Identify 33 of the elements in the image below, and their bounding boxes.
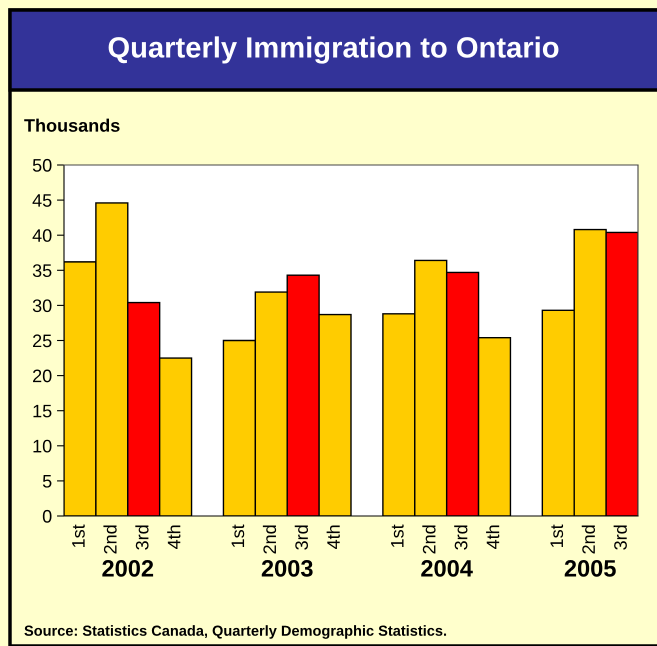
x-tick-label: 4th bbox=[167, 526, 180, 550]
y-tick-label: 40 bbox=[32, 229, 52, 242]
x-tick-label: 3rd bbox=[135, 525, 149, 550]
y-tick-label: 15 bbox=[33, 404, 52, 418]
y-axis-title: Thousands bbox=[24, 118, 120, 132]
x-tick-label: 4th bbox=[486, 526, 500, 550]
x-tick-label: 2nd bbox=[582, 525, 596, 554]
x-tick-label: 3rd bbox=[614, 525, 627, 550]
y-tick-label: 5 bbox=[42, 475, 52, 488]
text: 2004 bbox=[421, 560, 473, 577]
y-tick-label: 30 bbox=[32, 299, 52, 312]
x-tick-label: 3rd bbox=[454, 525, 468, 550]
y-tick-label: 35 bbox=[32, 264, 52, 278]
text: 2005 bbox=[564, 560, 616, 577]
x-tick-label: 4th bbox=[326, 526, 340, 550]
x-tick-label: 2nd bbox=[262, 525, 276, 554]
y-tick-label: 45 bbox=[32, 194, 52, 207]
y-tick-label: 10 bbox=[33, 440, 52, 453]
chart-title: Quarterly Immigration to Ontario bbox=[108, 36, 558, 64]
x-tick-label: 2nd bbox=[422, 525, 436, 554]
y-tick-label: 20 bbox=[33, 370, 52, 382]
source-note: Source: Statistics Canada, Quarterly Demographic Statistics. bbox=[24, 625, 446, 639]
y-tick-label: 25 bbox=[33, 334, 52, 348]
text: 2002 bbox=[102, 560, 154, 577]
y-tick-label: 0 bbox=[42, 510, 52, 523]
text: 2003 bbox=[262, 560, 313, 577]
x-tick-label: 1st bbox=[72, 524, 85, 548]
x-tick-label: 1st bbox=[232, 524, 244, 548]
x-tick-label: 2nd bbox=[103, 525, 117, 554]
y-tick-label: 50 bbox=[32, 158, 52, 172]
x-tick-label: 1st bbox=[550, 524, 564, 548]
x-tick-label: 1st bbox=[391, 524, 404, 548]
x-tick-label: 3rd bbox=[294, 525, 308, 550]
